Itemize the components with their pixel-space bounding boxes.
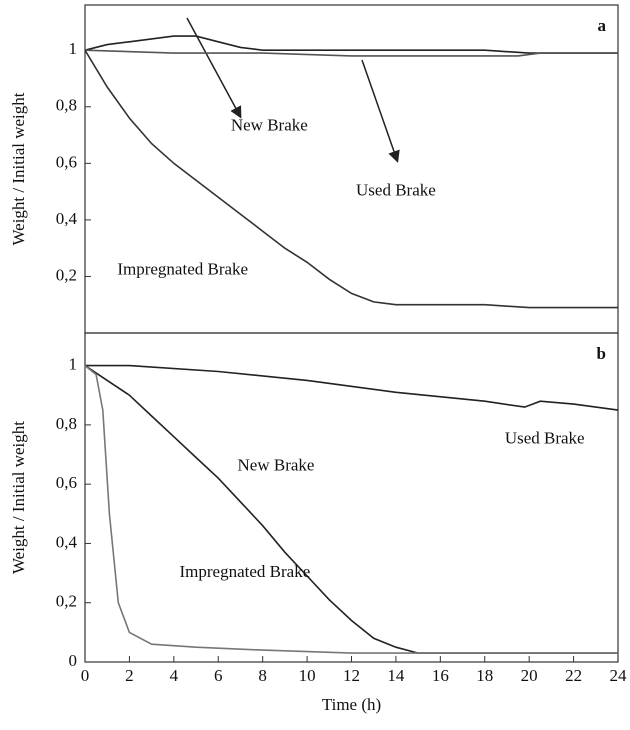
y-tick-label: 0,2 bbox=[56, 265, 77, 284]
annotation: New Brake bbox=[238, 455, 315, 474]
arrow bbox=[361, 59, 400, 163]
y-tick-label: 0 bbox=[69, 651, 78, 670]
y-tick-label: 0,4 bbox=[56, 532, 78, 551]
panel-label: a bbox=[598, 16, 607, 35]
data-line bbox=[84, 35, 618, 54]
y-tick-label: 0,4 bbox=[56, 209, 78, 228]
plot-frame bbox=[84, 4, 619, 334]
x-tick-label: 8 bbox=[258, 666, 267, 685]
panel-label: b bbox=[597, 344, 606, 363]
x-axis-label: Time (h) bbox=[322, 695, 381, 714]
y-axis-label: Weight / Initial weight bbox=[9, 421, 28, 574]
x-tick-label: 10 bbox=[299, 666, 316, 685]
annotation: Used Brake bbox=[356, 181, 436, 200]
y-tick-label: 1 bbox=[69, 39, 78, 58]
x-tick-label: 20 bbox=[521, 666, 538, 685]
x-tick-label: 16 bbox=[432, 666, 449, 685]
plot-frame bbox=[84, 332, 619, 663]
data-line bbox=[84, 364, 618, 654]
data-line bbox=[85, 364, 619, 411]
x-tick-label: 12 bbox=[343, 666, 360, 685]
x-tick-label: 4 bbox=[170, 666, 179, 685]
y-tick-label: 1 bbox=[69, 355, 78, 374]
data-line bbox=[84, 49, 618, 57]
annotation: Used Brake bbox=[505, 429, 585, 448]
y-tick-label: 0,2 bbox=[56, 592, 77, 611]
arrow bbox=[186, 17, 242, 119]
annotation: Impregnated Brake bbox=[117, 260, 248, 279]
x-tick-label: 18 bbox=[476, 666, 493, 685]
annotation: Impregnated Brake bbox=[180, 562, 311, 581]
x-tick-label: 24 bbox=[610, 666, 628, 685]
y-tick-label: 0,6 bbox=[56, 152, 77, 171]
x-tick-label: 6 bbox=[214, 666, 223, 685]
y-axis-label: Weight / Initial weight bbox=[9, 92, 28, 245]
data-line bbox=[84, 49, 618, 309]
x-tick-label: 0 bbox=[81, 666, 90, 685]
annotation: New Brake bbox=[231, 115, 308, 134]
x-tick-label: 2 bbox=[125, 666, 134, 685]
y-tick-label: 0,8 bbox=[56, 96, 77, 115]
x-tick-label: 14 bbox=[387, 666, 405, 685]
data-line bbox=[84, 364, 618, 654]
y-tick-label: 0,8 bbox=[56, 414, 77, 433]
x-tick-label: 22 bbox=[565, 666, 582, 685]
y-tick-label: 0,6 bbox=[56, 473, 77, 492]
